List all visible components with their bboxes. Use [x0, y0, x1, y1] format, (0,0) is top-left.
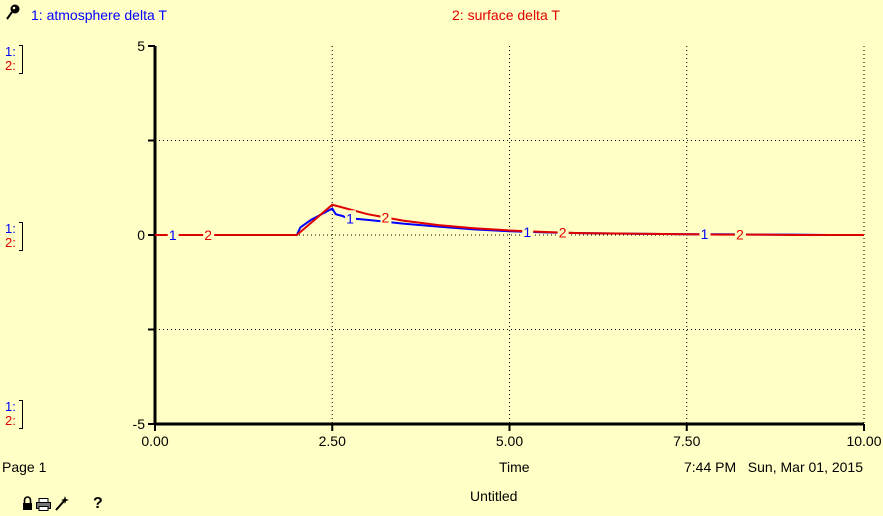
- x-axis-label: Time: [499, 459, 530, 475]
- x-tick-label: 10.00: [846, 433, 881, 449]
- lock-icon[interactable]: [22, 496, 33, 511]
- series-marker-2: 2: [559, 225, 567, 241]
- y-tick-label: -5: [133, 416, 146, 432]
- print-icon[interactable]: [36, 498, 51, 511]
- scale-top-bracket: [19, 45, 23, 74]
- scale-mid-2: 2:: [5, 235, 16, 250]
- series-marker-bg: [203, 227, 215, 242]
- y-tick-label: 5: [137, 38, 145, 54]
- series-marker-bg: [734, 226, 746, 242]
- scale-bottom-bracket: [19, 400, 23, 429]
- series-marker-bg: [167, 227, 179, 242]
- series-line-2: [155, 203, 864, 236]
- series-marker-1: 1: [523, 224, 531, 240]
- x-tick-label: 0.00: [141, 433, 168, 449]
- series-marker-1: 1: [169, 227, 177, 243]
- series-marker-1: 1: [346, 210, 354, 226]
- scale-top-1: 1:: [5, 44, 16, 59]
- document-title: Untitled: [470, 488, 518, 504]
- series-marker-bg: [380, 209, 392, 225]
- x-tick-label: 2.50: [319, 433, 346, 449]
- scale-mid-1: 1:: [5, 221, 16, 236]
- series-marker-bg: [699, 226, 711, 242]
- page-label: Page 1: [2, 459, 47, 475]
- magic-wand-icon[interactable]: [54, 495, 69, 511]
- x-tick-label: 5.00: [496, 433, 523, 449]
- series-marker-bg: [344, 210, 356, 226]
- pin-icon[interactable]: [5, 3, 21, 21]
- scale-top-2: 2:: [5, 58, 16, 73]
- legend-series-1: 1: atmosphere delta T: [31, 7, 167, 23]
- timestamp: 7:44 PM Sun, Mar 01, 2015: [684, 459, 863, 475]
- y-tick-label: 0: [137, 227, 145, 243]
- series-marker-bg: [522, 223, 534, 239]
- x-tick-label: 7.50: [673, 433, 700, 449]
- series-marker-1: 1: [701, 226, 709, 242]
- scale-mid-bracket: [19, 222, 23, 251]
- series-marker-2: 2: [382, 209, 390, 225]
- help-button[interactable]: ?: [93, 495, 103, 512]
- series-marker-bg: [557, 224, 569, 240]
- series-marker-2: 2: [204, 227, 212, 243]
- scale-bottom-2: 2:: [5, 413, 16, 428]
- legend-series-2: 2: surface delta T: [452, 7, 560, 23]
- scale-bottom-1: 1:: [5, 399, 16, 414]
- series-marker-2: 2: [736, 227, 744, 243]
